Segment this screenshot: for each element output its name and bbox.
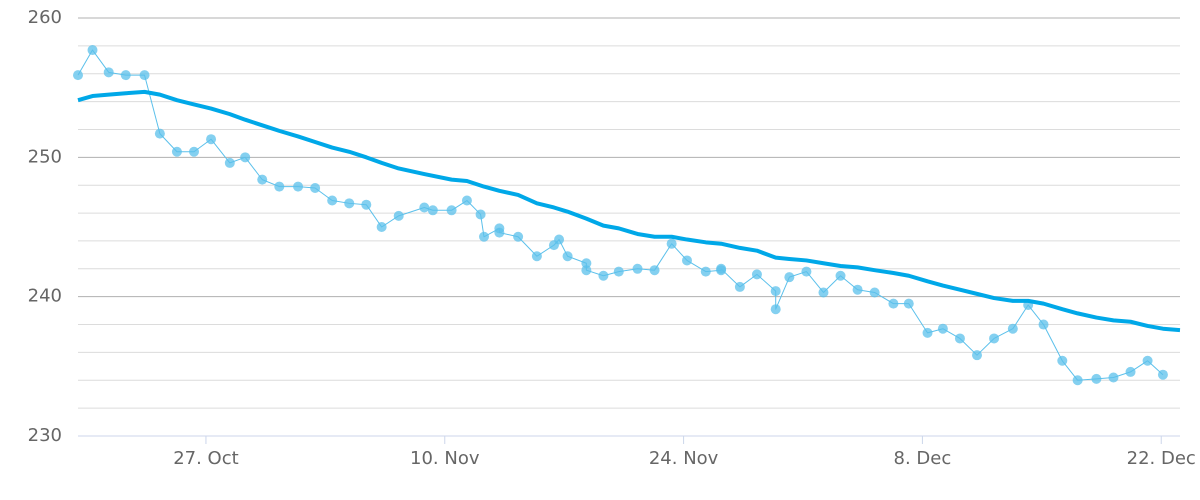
data-point: [852, 284, 863, 295]
data-point: [1038, 319, 1049, 330]
data-point: [513, 231, 524, 242]
data-point: [531, 251, 542, 262]
data-point: [206, 134, 217, 145]
data-point: [1091, 373, 1102, 384]
data-point: [461, 195, 472, 206]
data-point: [376, 222, 387, 232]
data-point: [700, 266, 711, 277]
data-point: [613, 266, 624, 277]
data-point: [120, 70, 131, 81]
data-point: [427, 205, 438, 216]
data-point: [361, 199, 372, 210]
data-point: [716, 263, 727, 274]
data-point: [1125, 366, 1136, 377]
data-point: [446, 205, 457, 216]
data-point: [581, 265, 592, 276]
data-point: [1057, 355, 1068, 366]
y-tick-label: 260: [28, 7, 62, 28]
data-point: [869, 287, 880, 298]
data-point: [87, 45, 98, 56]
data-point: [310, 182, 321, 193]
data-point: [475, 209, 486, 220]
data-point: [1108, 372, 1119, 383]
data-point: [598, 270, 609, 281]
data-point: [835, 270, 846, 281]
data-point: [494, 227, 505, 238]
x-tick-label: 24. Nov: [649, 448, 719, 469]
data-point: [240, 152, 251, 163]
data-point: [554, 234, 565, 245]
data-point: [937, 323, 948, 334]
data-point: [818, 287, 829, 298]
data-point: [1072, 375, 1083, 386]
data-point: [73, 70, 83, 81]
data-point: [419, 202, 430, 213]
data-point: [257, 174, 268, 185]
data-point: [581, 258, 592, 269]
data-point: [1007, 323, 1018, 334]
data-point: [903, 298, 914, 309]
data-point: [666, 238, 677, 249]
data-point: [224, 157, 235, 168]
data-point: [682, 255, 692, 266]
data-point: [751, 269, 762, 280]
data-point: [784, 272, 795, 283]
data-point: [344, 198, 355, 209]
series-line: [77, 89, 1181, 333]
data-point: [562, 251, 573, 262]
data-point: [274, 181, 285, 192]
data-point: [649, 265, 660, 276]
data-point: [770, 304, 781, 315]
data-point: [327, 195, 338, 206]
x-tick-label: 22. Dec: [1127, 448, 1196, 469]
data-point: [632, 263, 643, 274]
data-point: [293, 181, 304, 192]
data-point: [154, 128, 165, 139]
data-point: [989, 333, 1000, 344]
data-point: [139, 70, 150, 81]
data-point: [189, 146, 199, 157]
x-tick-label: 8. Dec: [894, 448, 952, 469]
y-tick-label: 250: [28, 146, 62, 167]
data-point: [954, 333, 965, 344]
data-point: [393, 210, 404, 221]
data-point: [1142, 355, 1153, 366]
series-line: [77, 49, 1164, 381]
data-point: [479, 231, 489, 242]
data-point: [801, 266, 812, 277]
data-point: [972, 350, 982, 361]
data-point: [734, 281, 745, 292]
data-point: [171, 146, 182, 157]
x-tick-label: 27. Oct: [173, 448, 238, 469]
data-point: [888, 298, 899, 309]
data-point: [922, 327, 933, 338]
data-point: [1157, 369, 1168, 380]
data-point: [770, 286, 781, 297]
y-tick-label: 230: [28, 425, 62, 446]
x-tick-label: 10. Nov: [410, 448, 480, 469]
data-point: [103, 67, 114, 78]
y-tick-label: 240: [28, 286, 62, 307]
